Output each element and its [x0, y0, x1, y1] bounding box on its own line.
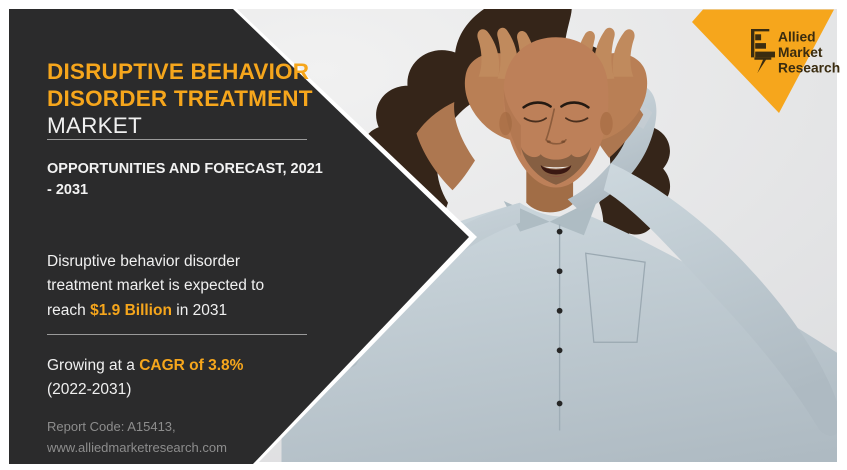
svg-text:Market: Market — [778, 45, 823, 60]
svg-text:Research: Research — [778, 61, 840, 76]
svg-text:Allied: Allied — [778, 30, 816, 45]
